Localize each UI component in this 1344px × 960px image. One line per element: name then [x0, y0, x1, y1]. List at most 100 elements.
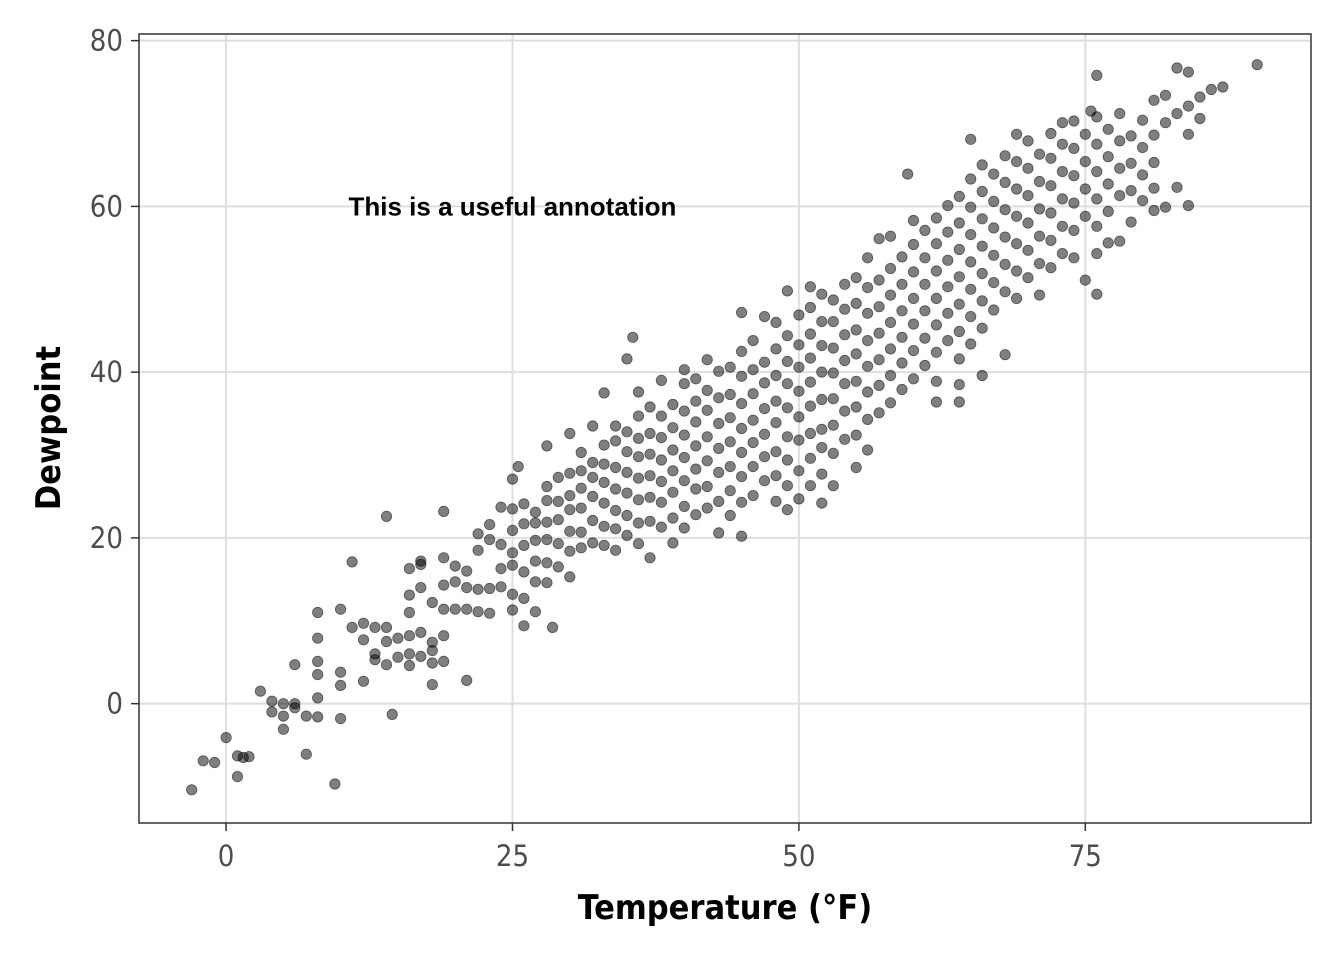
data-point	[1217, 81, 1229, 93]
data-point	[518, 518, 530, 530]
data-point	[655, 475, 668, 488]
data-point	[919, 332, 931, 344]
data-point	[793, 385, 805, 397]
data-point	[816, 423, 828, 435]
data-point	[816, 339, 828, 352]
data-point	[907, 318, 920, 330]
x-tick-label: 0	[218, 839, 235, 873]
data-point	[312, 692, 324, 704]
data-point	[254, 685, 266, 697]
data-point	[357, 675, 370, 687]
data-point	[644, 448, 656, 460]
data-point	[896, 383, 908, 396]
data-point	[678, 429, 690, 441]
x-axis-ticks: 0 25 50 75	[218, 823, 1102, 873]
data-point	[266, 695, 278, 707]
data-point	[667, 537, 679, 549]
data-point	[976, 185, 988, 198]
data-point	[357, 634, 370, 646]
data-point	[724, 509, 736, 522]
data-point	[988, 222, 1000, 234]
data-point	[747, 364, 759, 376]
data-point	[873, 407, 885, 419]
data-point	[907, 344, 920, 357]
data-point	[965, 256, 977, 268]
data-point	[770, 316, 782, 328]
data-point	[816, 288, 828, 300]
data-point	[919, 359, 931, 372]
data-point	[312, 632, 324, 644]
data-point	[1182, 200, 1195, 212]
data-point	[827, 294, 839, 306]
data-point	[678, 500, 690, 512]
data-point	[621, 487, 633, 499]
data-point	[621, 509, 633, 522]
data-point	[873, 301, 885, 313]
data-point	[770, 495, 782, 507]
data-point	[781, 378, 794, 390]
data-point	[793, 411, 805, 423]
data-point	[518, 539, 530, 552]
data-point	[747, 334, 759, 347]
data-point	[1010, 183, 1023, 195]
data-point	[438, 579, 450, 591]
data-point	[598, 497, 610, 509]
data-point	[403, 606, 415, 619]
data-point	[438, 630, 450, 642]
data-point	[449, 576, 461, 588]
data-point	[850, 461, 862, 474]
data-point	[770, 417, 782, 429]
data-point	[747, 388, 759, 400]
data-point	[1114, 235, 1126, 247]
data-point	[827, 480, 839, 492]
data-point	[1159, 117, 1172, 129]
data-point	[1079, 210, 1091, 222]
data-point	[564, 545, 576, 557]
data-point	[758, 428, 771, 440]
data-point	[564, 467, 576, 479]
data-point	[896, 331, 908, 343]
data-point	[747, 414, 759, 426]
data-point	[690, 416, 702, 428]
data-point	[1137, 141, 1149, 154]
data-point	[896, 357, 908, 369]
data-point	[850, 401, 862, 413]
data-point	[529, 606, 542, 618]
data-point	[587, 490, 599, 503]
data-point	[426, 678, 438, 691]
data-point	[1171, 62, 1183, 74]
data-point	[1010, 292, 1023, 304]
data-point	[1022, 162, 1034, 174]
data-point	[1068, 170, 1080, 182]
data-point	[953, 271, 965, 283]
data-point	[621, 426, 633, 438]
data-point	[529, 517, 542, 529]
data-point	[804, 427, 817, 440]
data-point	[632, 386, 645, 398]
data-point	[896, 305, 908, 317]
data-point	[632, 494, 645, 506]
data-point	[587, 537, 599, 549]
data-point	[598, 439, 610, 451]
data-point	[609, 504, 622, 517]
data-point	[804, 281, 817, 293]
data-point	[403, 630, 415, 642]
data-point	[609, 523, 622, 535]
data-point	[953, 325, 965, 338]
data-point	[724, 388, 736, 401]
data-point	[701, 354, 713, 366]
data-point	[816, 393, 828, 406]
data-point	[735, 345, 748, 357]
data-point	[690, 483, 702, 495]
data-point	[541, 440, 553, 452]
data-point	[495, 581, 507, 593]
data-point	[930, 319, 943, 331]
data-point	[1125, 157, 1137, 169]
x-tick-label: 75	[1069, 839, 1102, 873]
data-point	[1022, 244, 1034, 256]
data-point	[965, 283, 977, 295]
data-point	[770, 470, 782, 482]
data-point	[518, 620, 530, 632]
data-point	[1091, 220, 1103, 232]
data-point	[1114, 162, 1126, 174]
